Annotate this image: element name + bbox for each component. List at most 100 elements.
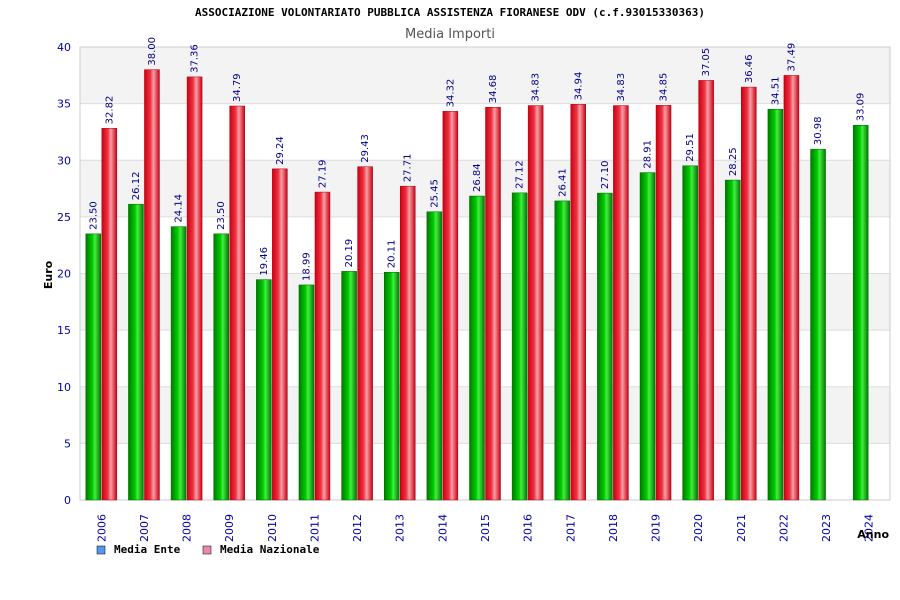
x-tick-label: 2014 — [436, 514, 449, 542]
y-tick-label: 30 — [57, 154, 71, 167]
bar-media-nazionale — [442, 111, 459, 501]
data-label-media-ente: 20.19 — [344, 239, 355, 268]
data-label-media-ente: 26.12 — [131, 172, 142, 201]
data-label-media-nazionale: 34.83 — [616, 73, 627, 102]
x-tick-label: 2020 — [692, 514, 705, 542]
bar-media-nazionale — [144, 69, 160, 501]
x-tick-label: 2023 — [820, 514, 833, 542]
data-label-media-nazionale: 38.00 — [147, 37, 158, 66]
legend-label-media-nazionale: Media Nazionale — [220, 543, 320, 556]
chart-subtitle: Media Importi — [405, 27, 495, 42]
data-label-media-nazionale: 34.79 — [232, 73, 243, 102]
chart-title: ASSOCIAZIONE VOLONTARIATO PUBBLICA ASSIS… — [195, 6, 705, 19]
bar-media-nazionale — [655, 105, 672, 501]
data-label-media-ente: 28.91 — [643, 140, 654, 169]
x-tick-label: 2007 — [138, 514, 151, 542]
bar-media-nazionale — [399, 185, 416, 501]
y-tick-label: 0 — [64, 494, 71, 507]
data-label-media-nazionale: 34.32 — [445, 79, 456, 108]
bar-media-ente — [469, 195, 485, 501]
legend-label-media-ente: Media Ente — [114, 543, 181, 556]
data-label-media-ente: 34.51 — [770, 77, 781, 106]
bar-media-nazionale — [570, 104, 587, 501]
data-label-media-nazionale: 36.46 — [744, 54, 755, 83]
y-tick-label: 20 — [57, 268, 71, 281]
data-label-media-ente: 20.11 — [387, 240, 398, 269]
data-label-media-nazionale: 27.71 — [403, 154, 414, 183]
y-tick-label: 25 — [57, 211, 71, 224]
bar-media-ente — [554, 200, 571, 501]
bar-media-ente — [682, 165, 698, 501]
data-label-media-nazionale: 29.24 — [275, 136, 286, 165]
bar-media-ente — [639, 172, 656, 501]
x-tick-label: 2008 — [181, 514, 194, 542]
data-label-media-nazionale: 34.83 — [531, 73, 542, 102]
data-label-media-ente: 28.25 — [728, 147, 739, 176]
x-tick-label: 2010 — [266, 514, 279, 542]
data-label-media-nazionale: 27.19 — [317, 159, 328, 188]
y-tick-label: 35 — [57, 98, 71, 111]
x-tick-label: 2016 — [522, 514, 535, 542]
bar-media-ente — [213, 233, 229, 501]
x-tick-label: 2018 — [607, 514, 620, 542]
bar-media-ente — [852, 125, 869, 501]
data-label-media-ente: 26.41 — [557, 168, 568, 197]
bar-media-ente — [725, 179, 741, 501]
y-tick-label: 15 — [57, 324, 71, 337]
data-label-media-ente: 19.46 — [259, 247, 270, 276]
data-label-media-ente: 27.12 — [515, 160, 526, 189]
x-tick-label: 2024 — [863, 514, 876, 542]
plot-area: 0 5 10 15 20 25 30 35 40 23.50 32.82 26.12 38.00 24.… — [57, 37, 891, 542]
data-label-media-ente: 27.10 — [600, 160, 611, 189]
data-label-media-ente: 29.51 — [685, 133, 696, 162]
x-tick-label: 2013 — [394, 514, 407, 542]
data-label-media-ente: 25.45 — [429, 179, 440, 208]
data-label-media-nazionale: 32.82 — [104, 96, 115, 125]
data-label-media-nazionale: 34.85 — [659, 73, 670, 102]
y-axis-label: Euro — [42, 260, 55, 289]
data-label-media-ente: 23.50 — [88, 201, 99, 230]
bar-media-nazionale — [101, 128, 118, 501]
plot-frame — [79, 46, 891, 501]
data-label-media-nazionale: 37.49 — [786, 43, 797, 72]
bar-media-ente — [128, 203, 144, 501]
legend: Media Ente Media Nazionale — [96, 543, 320, 556]
x-tick-label: 2021 — [735, 514, 748, 542]
bar-media-ente — [298, 284, 315, 501]
x-tick-label: 2022 — [777, 514, 790, 542]
data-label-media-ente: 23.50 — [216, 201, 227, 230]
x-tick-label: 2012 — [351, 514, 364, 542]
bar-media-nazionale — [186, 76, 203, 501]
bar-media-ente — [256, 279, 272, 501]
bar-media-nazionale — [272, 168, 288, 501]
legend-swatch-media-nazionale — [202, 545, 212, 555]
x-tick-label: 2015 — [479, 514, 492, 542]
data-labels: 23.50 32.82 26.12 38.00 24.14 37.36 23.50 34.79… — [88, 37, 866, 281]
data-label-media-nazionale: 34.68 — [488, 75, 499, 104]
bar-media-ente — [85, 233, 102, 501]
bar-media-ente — [810, 148, 826, 501]
bar-media-ente — [170, 226, 187, 501]
x-tick-label: 2009 — [223, 514, 236, 542]
data-label-media-ente: 30.98 — [813, 117, 824, 146]
bar-media-ente — [511, 192, 528, 501]
bar-media-nazionale — [613, 105, 629, 501]
bars — [85, 69, 869, 501]
data-label-media-nazionale: 37.36 — [190, 44, 201, 73]
bar-media-nazionale — [314, 191, 331, 501]
x-tick-label: 2011 — [308, 514, 321, 542]
y-tick-label: 5 — [64, 437, 71, 450]
x-tick-label: 2017 — [564, 514, 577, 542]
legend-item-media-nazionale: Media Nazionale — [202, 543, 320, 556]
bar-media-ente — [341, 271, 357, 501]
bar-media-nazionale — [229, 105, 245, 501]
x-tick-label: 2006 — [95, 514, 108, 542]
bar-media-ente — [597, 192, 613, 501]
bar-media-ente — [426, 211, 443, 501]
y-tick-label: 10 — [57, 381, 71, 394]
bar-media-ente — [383, 272, 400, 501]
data-label-media-ente: 24.14 — [174, 194, 185, 223]
x-tick-label: 2019 — [650, 514, 663, 542]
data-label-media-nazionale: 34.94 — [573, 72, 584, 101]
